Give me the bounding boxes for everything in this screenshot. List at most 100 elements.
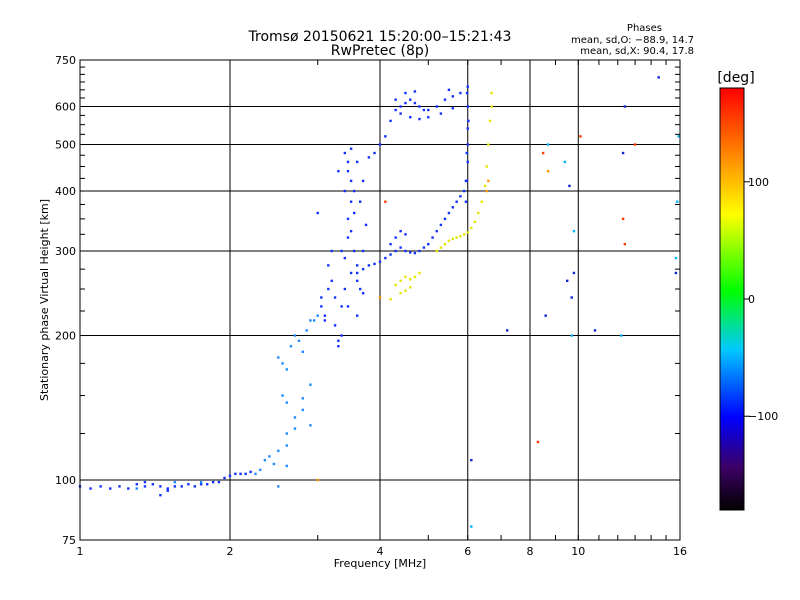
y-tick-label: 100: [55, 474, 76, 487]
data-point: [409, 251, 412, 254]
data-point: [579, 135, 582, 138]
data-point: [193, 485, 197, 488]
data-point: [309, 383, 312, 386]
data-point: [327, 264, 330, 267]
data-point: [455, 200, 458, 203]
data-point: [320, 305, 323, 308]
data-point: [333, 296, 337, 299]
data-point: [340, 305, 343, 308]
data-point: [349, 147, 353, 150]
data-point: [464, 200, 468, 203]
data-point: [593, 329, 597, 332]
x-tick-label: 4: [377, 545, 384, 558]
data-point: [316, 478, 319, 482]
data-point: [211, 480, 215, 484]
data-point: [333, 324, 337, 327]
data-point: [466, 231, 469, 234]
data-point: [166, 489, 169, 492]
data-point: [399, 105, 402, 108]
data-point: [346, 217, 350, 221]
data-point: [505, 329, 509, 332]
data-point: [413, 101, 417, 105]
data-point: [487, 179, 490, 183]
data-point: [285, 401, 288, 404]
data-point: [418, 249, 421, 253]
data-point: [633, 143, 637, 146]
data-point: [352, 189, 356, 193]
data-point: [346, 169, 350, 173]
data-point: [378, 260, 382, 263]
data-point: [352, 211, 356, 215]
data-point: [367, 264, 371, 267]
axis-ticks: 1 2 4 6 8 10 16 75 100 200 300 400 500 600 750: [55, 54, 687, 558]
chart-subtitle: RwPretec (8p): [331, 43, 429, 59]
data-point: [488, 119, 492, 123]
data-point: [301, 397, 305, 400]
data-point: [443, 217, 447, 221]
x-tick-label: 1: [77, 545, 84, 558]
y-tick-label: 400: [55, 185, 76, 198]
data-point: [455, 236, 458, 239]
data-point: [159, 493, 162, 497]
data-point: [166, 487, 169, 490]
data-point: [355, 279, 359, 283]
data-point: [143, 480, 147, 484]
data-point: [234, 472, 237, 476]
data-point: [409, 286, 412, 289]
data-point: [404, 249, 407, 253]
data-point: [361, 292, 365, 295]
data-point: [483, 184, 487, 188]
data-point: [466, 105, 469, 108]
data-point: [309, 319, 312, 322]
grid-lines: [80, 60, 680, 540]
data-point: [462, 189, 466, 193]
y-tick-label: 750: [55, 54, 76, 67]
data-point: [465, 91, 469, 95]
y-axis-label: Stationary phase Virtual Height [km]: [38, 199, 51, 401]
data-point: [464, 179, 468, 183]
data-point: [127, 487, 130, 490]
data-point: [443, 98, 447, 101]
stats-line-x: mean, sd,X: 90.4, 17.8: [580, 46, 694, 57]
data-point: [330, 279, 333, 283]
data-point: [490, 91, 493, 95]
data-point: [399, 246, 402, 249]
data-point: [563, 160, 567, 164]
data-point: [435, 249, 438, 253]
x-tick-label: 2: [227, 545, 234, 558]
data-point: [470, 525, 473, 528]
data-point: [413, 275, 417, 279]
x-tick-label: 8: [527, 545, 534, 558]
data-point: [451, 206, 455, 209]
data-point: [118, 485, 121, 488]
data-point: [413, 90, 417, 93]
data-point: [143, 485, 147, 488]
x-tick-label: 6: [464, 545, 471, 558]
data-point: [404, 289, 407, 292]
data-point: [309, 424, 312, 427]
data-point: [487, 143, 490, 146]
data-point: [135, 487, 138, 490]
data-point: [394, 249, 397, 253]
data-point: [462, 233, 466, 236]
data-point: [217, 480, 221, 484]
data-point: [568, 184, 571, 188]
data-point: [485, 165, 488, 168]
data-point: [657, 76, 660, 79]
data-point: [285, 444, 288, 447]
data-point: [490, 105, 493, 108]
colorbar-label: [deg]: [717, 70, 754, 86]
data-point: [223, 476, 226, 480]
data-point: [285, 464, 288, 468]
data-point: [355, 264, 359, 267]
data-point: [447, 88, 451, 92]
data-point: [320, 296, 323, 299]
data-point: [378, 296, 382, 299]
data-point: [431, 236, 434, 239]
data-point: [99, 485, 102, 488]
data-point: [466, 160, 469, 164]
data-point: [327, 287, 330, 291]
data-point: [312, 319, 316, 322]
data-point: [378, 143, 382, 146]
y-tick-label: 500: [55, 139, 76, 152]
